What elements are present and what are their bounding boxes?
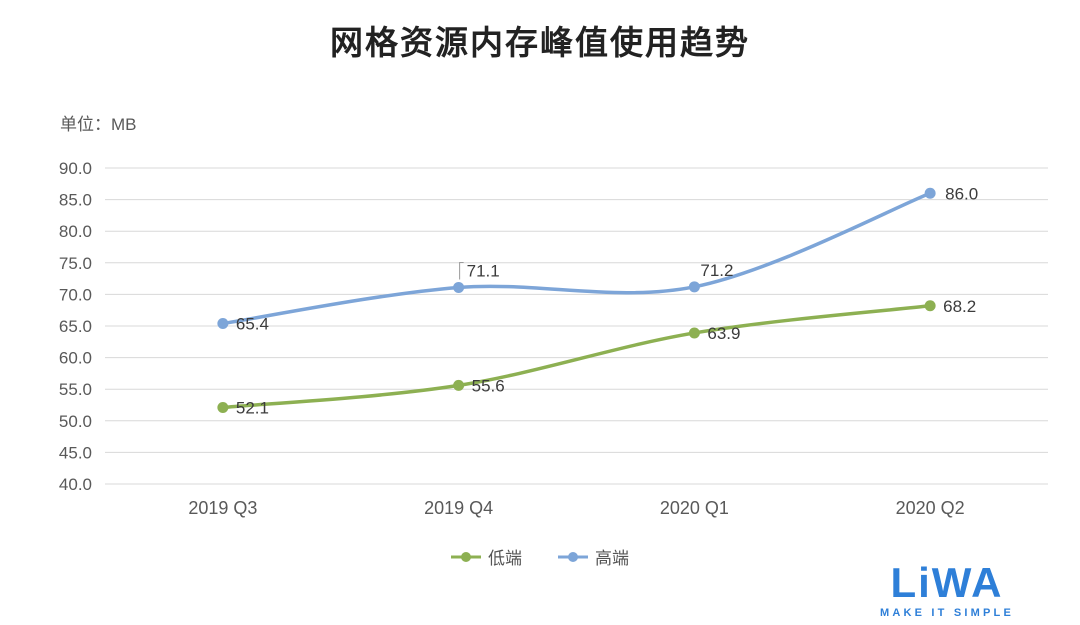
y-tick-label: 70.0 [59,285,92,304]
data-point [688,327,700,339]
logo-tagline: MAKE IT SIMPLE [879,607,1014,619]
logo-wordmark: LiWA [890,559,1004,606]
legend-label: 高端 [595,549,629,568]
y-tick-label: 50.0 [59,412,92,431]
legend-item-1[interactable]: 低端 [451,544,522,569]
series-line-2 [221,191,932,326]
data-label: 52.1 [236,399,269,418]
legend-label: 低端 [488,549,522,568]
chart-title: 网格资源内存峰值使用趋势 [330,24,750,61]
x-tick-label: 2019 Q4 [424,498,493,518]
legend-item-2[interactable]: 高端 [558,544,629,569]
data-label: 55.6 [472,376,505,395]
x-tick-label: 2019 Q3 [188,498,257,518]
y-tick-label: 85.0 [59,191,92,210]
data-label: 71.2 [700,261,733,280]
data-label: 68.2 [943,297,976,316]
data-point [217,402,229,414]
data-label: 63.9 [707,324,740,343]
data-label: 71.1 [467,261,500,280]
series-line-1 [221,304,932,410]
legend-marker [558,551,588,562]
data-point [924,187,936,199]
y-tick-label: 90.0 [59,159,92,178]
data-point [217,317,229,329]
brand-logo: LiWA MAKE IT SIMPLE [880,562,1014,619]
legend: 低端 高端 [0,544,1080,569]
y-tick-label: 65.0 [59,317,92,336]
x-tick-label: 2020 Q2 [896,498,965,518]
legend-marker [451,551,481,562]
data-point [453,281,465,293]
y-tick-label: 45.0 [59,443,92,462]
data-point [924,300,936,312]
y-tick-label: 60.0 [59,349,92,368]
y-tick-label: 75.0 [59,254,92,273]
data-point [453,379,465,391]
label-connector [459,261,464,280]
y-tick-label: 80.0 [59,222,92,241]
data-point [688,281,700,293]
y-tick-label: 40.0 [59,475,92,494]
y-tick-label: 55.0 [59,380,92,399]
x-tick-label: 2020 Q1 [660,498,729,518]
axis-unit-label: 单位：MB [60,115,137,134]
data-label: 65.4 [236,314,269,333]
data-label: 86.0 [945,184,978,203]
